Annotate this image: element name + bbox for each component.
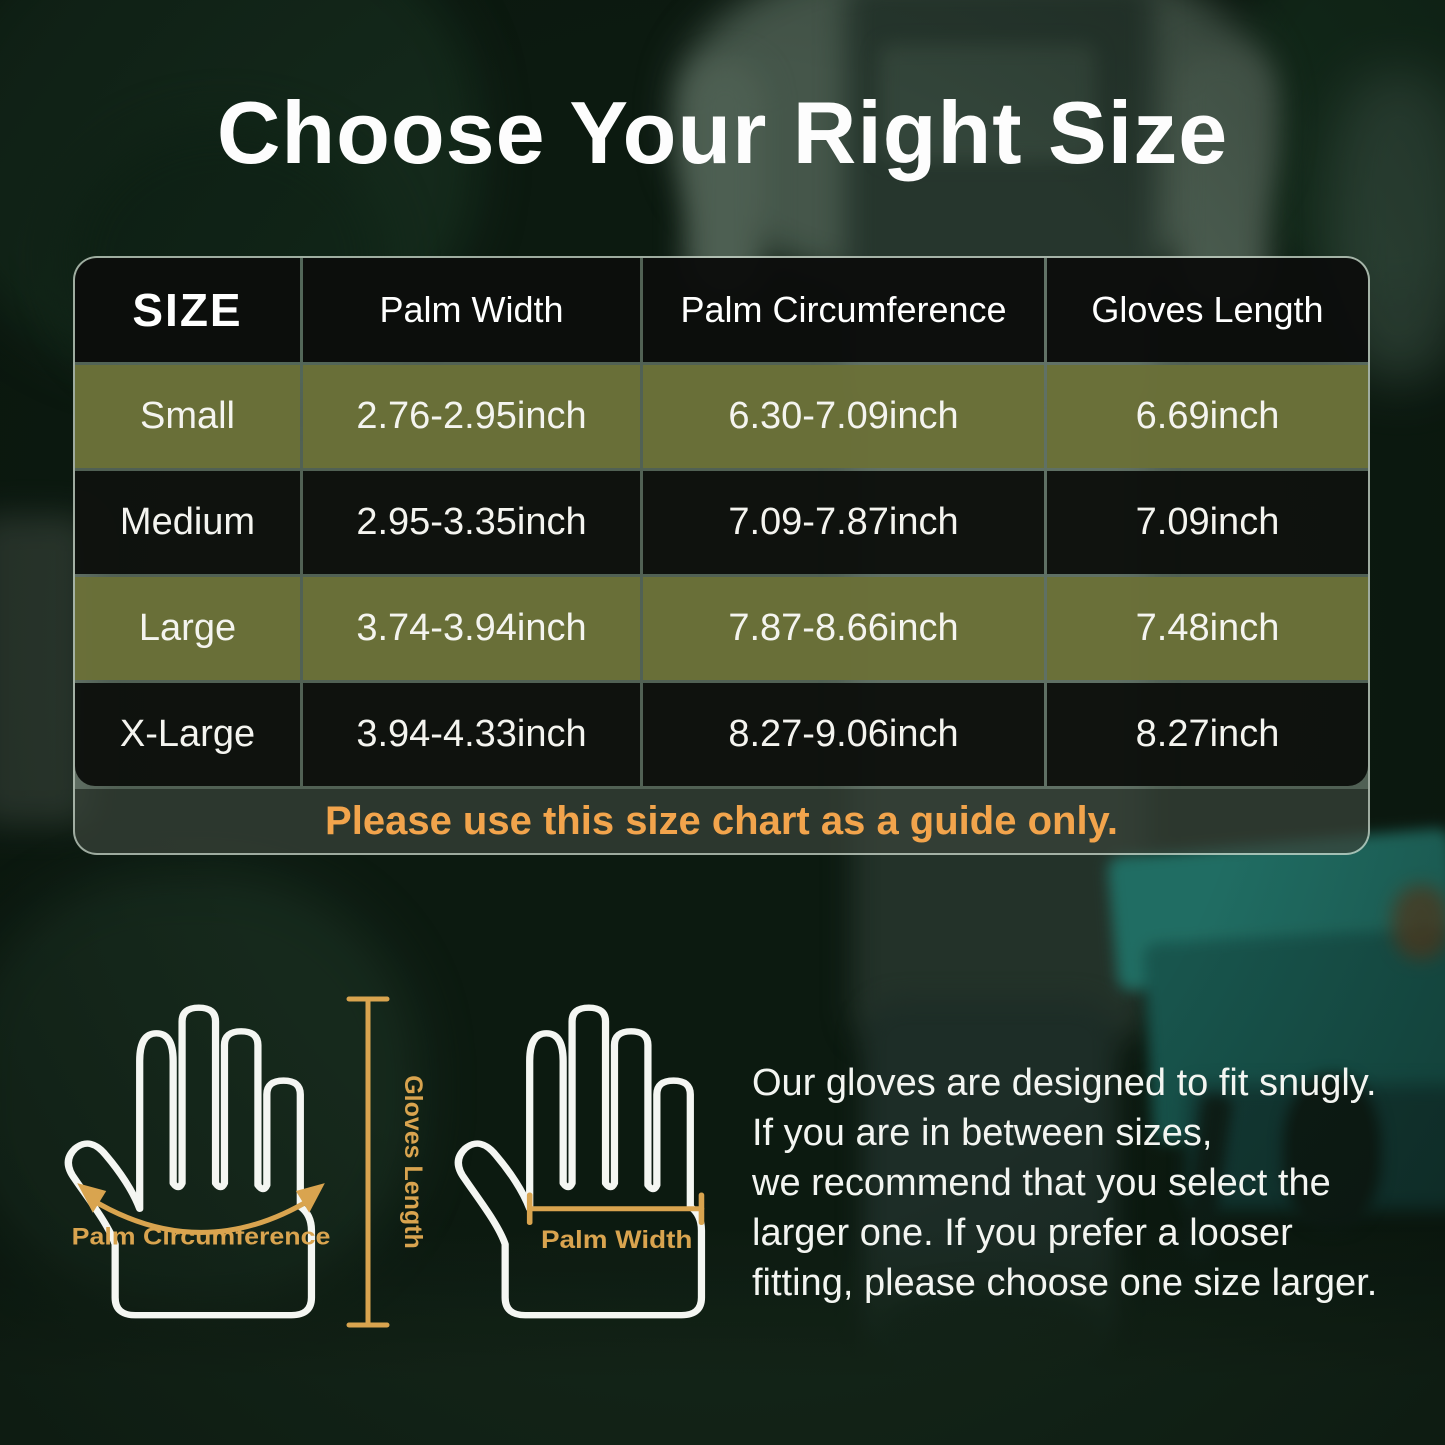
gloves-length-measure: Gloves Length — [346, 996, 427, 1328]
fit-advice-line: If you are in between sizes, — [752, 1112, 1213, 1154]
fit-advice-line: Our gloves are designed to fit snugly. — [752, 1062, 1377, 1104]
hand-outline — [454, 1004, 706, 1319]
fit-advice-line: fitting, please choose one size larger. — [752, 1262, 1378, 1304]
row-label-large: Large — [75, 577, 300, 680]
fit-advice-line: we recommend that you select the — [752, 1162, 1331, 1204]
page-title: Choose Your Right Size — [216, 83, 1229, 182]
hand-outline — [64, 1004, 316, 1319]
column-header-gloves-length: Gloves Length — [1047, 258, 1368, 362]
palm-circumference-label: Palm Circumference — [72, 1224, 331, 1250]
fit-advice-line: larger one. If you prefer a looser — [752, 1212, 1293, 1254]
column-header-palm-width: Palm Width — [303, 258, 640, 362]
cell-xlarge-gloves-length: 8.27inch — [1047, 683, 1368, 786]
cell-small-gloves-length: 6.69inch — [1047, 365, 1368, 468]
size-chart-table: SIZE Palm Width Palm Circumference Glove… — [73, 256, 1370, 855]
gloves-length-label: Gloves Length — [399, 1075, 427, 1249]
cell-small-circumference: 6.30-7.09inch — [643, 365, 1044, 468]
palm-width-label: Palm Width — [541, 1226, 692, 1254]
column-header-size: SIZE — [75, 258, 300, 362]
row-label-xlarge: X-Large — [75, 683, 300, 786]
cell-large-gloves-length: 7.48inch — [1047, 577, 1368, 680]
cell-medium-gloves-length: 7.09inch — [1047, 471, 1368, 574]
row-label-small: Small — [75, 365, 300, 468]
cell-small-palm-width: 2.76-2.95inch — [303, 365, 640, 468]
column-header-palm-circumference: Palm Circumference — [643, 258, 1044, 362]
cell-medium-circumference: 7.09-7.87inch — [643, 471, 1044, 574]
cell-large-circumference: 7.87-8.66inch — [643, 577, 1044, 680]
cell-xlarge-palm-width: 3.94-4.33inch — [303, 683, 640, 786]
fit-advice-text: Our gloves are designed to fit snugly. I… — [752, 1058, 1412, 1308]
guide-note: Please use this size chart as a guide on… — [75, 789, 1368, 853]
spreader-detail — [1392, 885, 1445, 960]
circumference-arrow-arc — [87, 1196, 315, 1235]
cell-xlarge-circumference: 8.27-9.06inch — [643, 683, 1044, 786]
row-label-medium: Medium — [75, 471, 300, 574]
hand-diagram-palm-width: Palm Width — [454, 1004, 706, 1319]
arrowhead-icon — [295, 1183, 325, 1213]
arrowhead-icon — [77, 1183, 107, 1213]
cell-large-palm-width: 3.74-3.94inch — [303, 577, 640, 680]
hand-diagram-palm-circumference: Palm Circumference — [64, 1004, 331, 1319]
cell-medium-palm-width: 2.95-3.35inch — [303, 471, 640, 574]
